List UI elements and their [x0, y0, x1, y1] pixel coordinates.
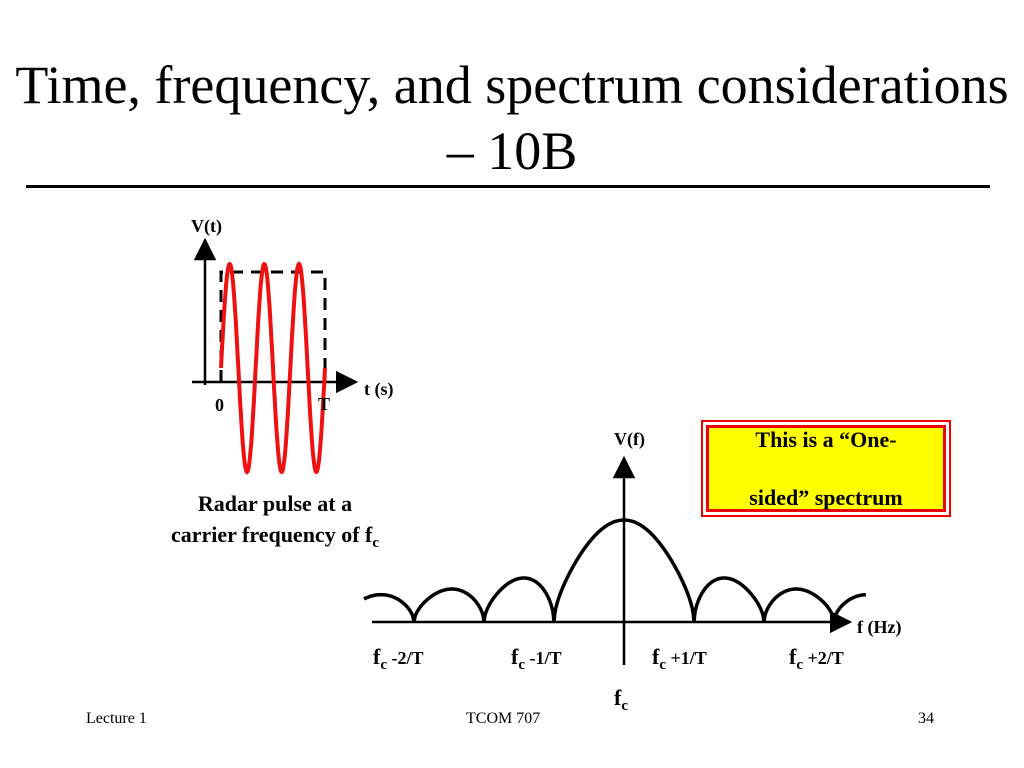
callout-line-1: This is a “One-	[755, 427, 897, 452]
tick-sub: c	[380, 657, 387, 673]
freq-tick-minus-2: fc -2/T	[373, 644, 424, 673]
pulse-envelope	[219, 270, 327, 382]
carrier-wave	[219, 261, 327, 475]
caption-subscript: c	[372, 535, 380, 551]
callout-line-2: sided” spectrum	[749, 485, 903, 510]
footer-left: Lecture 1	[86, 710, 147, 727]
time-tick-zero: 0	[215, 395, 224, 415]
tick-suffix: -2/T	[387, 648, 424, 668]
tick-sub: c	[796, 657, 803, 673]
footer-page-number: 34	[918, 710, 934, 727]
spectrum-y-label: V(f)	[614, 429, 645, 449]
tick-base: f	[511, 644, 519, 669]
freq-tick-plus-2: fc +2/T	[789, 644, 844, 673]
time-x-label: t (s)	[364, 379, 394, 399]
tick-suffix: -1/T	[525, 648, 562, 668]
caption-line-2: carrier frequency of f	[170, 522, 373, 547]
spectrum-x-label: f (Hz)	[857, 617, 902, 637]
tick-base: f	[789, 644, 797, 669]
center-base: f	[614, 685, 622, 710]
time-plot-caption: Radar pulse at a carrier frequency of fc	[130, 488, 420, 551]
freq-center-label: fc	[614, 685, 628, 714]
tick-suffix: +1/T	[666, 648, 707, 668]
center-sub: c	[621, 698, 628, 714]
tick-sub: c	[659, 657, 666, 673]
freq-tick-plus-1: fc +1/T	[652, 644, 707, 673]
time-y-label: V(t)	[191, 216, 222, 236]
footer-center: TCOM 707	[466, 710, 541, 727]
title-divider	[26, 185, 990, 188]
one-sided-spectrum-callout: This is a “One- sided” spectrum	[701, 420, 951, 517]
freq-tick-minus-1: fc -1/T	[511, 644, 562, 673]
tick-base: f	[373, 644, 381, 669]
tick-sub: c	[518, 657, 525, 673]
spectrum-curve	[363, 518, 866, 623]
time-tick-T: T	[318, 394, 331, 414]
slide-title: Time, frequency, and spectrum considerat…	[15, 55, 1009, 181]
tick-base: f	[652, 644, 660, 669]
caption-line-1: Radar pulse at a	[197, 491, 353, 516]
tick-suffix: +2/T	[803, 648, 844, 668]
